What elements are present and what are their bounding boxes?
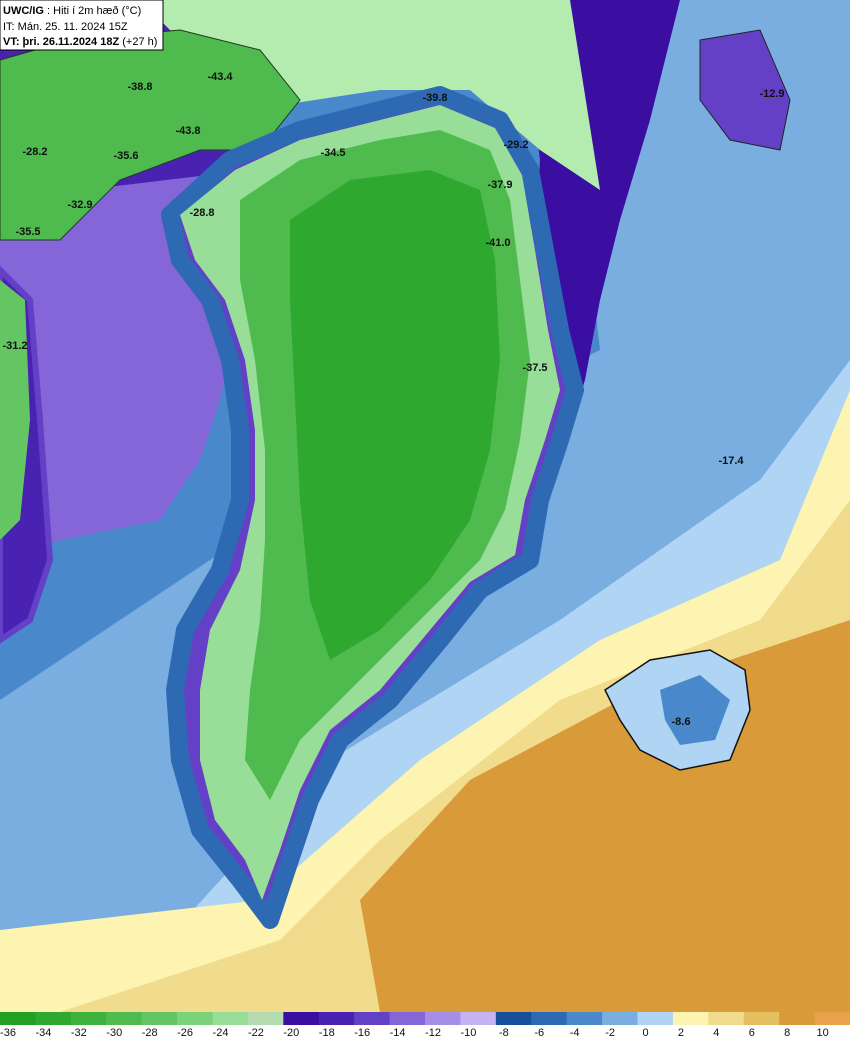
header-box	[0, 0, 164, 51]
colorbar-label: -30	[106, 1027, 122, 1039]
colorbar-label: -28	[142, 1027, 158, 1039]
temperature-label: -34.5	[320, 147, 345, 159]
colorbar-segment	[0, 1012, 36, 1025]
colorbar-label: -34	[35, 1027, 51, 1039]
colorbar-label: -10	[460, 1027, 476, 1039]
model: UWC/IG	[3, 5, 44, 17]
colorbar-label: -8	[499, 1027, 509, 1039]
colorbar-segment	[602, 1012, 638, 1025]
colorbar-label: 6	[749, 1027, 755, 1039]
temperature-label: -12.9	[759, 88, 784, 100]
colorbar-segment	[460, 1012, 497, 1025]
colorbar-segment	[247, 1012, 284, 1025]
temperature-label: -35.5	[15, 226, 40, 238]
colorbar-segment	[389, 1012, 426, 1025]
colorbar-segment	[425, 1012, 461, 1025]
colorbar-segment	[141, 1012, 178, 1025]
colorbar-label: -12	[425, 1027, 441, 1039]
header-line: UWC/IG : Hiti í 2m hæð (°C)	[3, 5, 141, 17]
lead-time: (+27 h)	[122, 36, 157, 48]
greenland	[290, 170, 500, 660]
colorbar-label: -22	[248, 1027, 264, 1039]
colorbar-segment	[35, 1012, 72, 1025]
sea-ice	[140, 0, 600, 190]
colorbar-label: -32	[71, 1027, 87, 1039]
colorbar-label: -36	[0, 1027, 16, 1039]
colorbar-segment	[177, 1012, 213, 1025]
temperature-label: -28.2	[22, 146, 47, 158]
colorbar-segment	[708, 1012, 745, 1025]
header: UWC/IG : Hiti í 2m hæð (°C) IT: Mán. 25.…	[0, 0, 164, 51]
land	[0, 280, 30, 540]
colorbar-label: -2	[605, 1027, 615, 1039]
land	[699, 29, 791, 151]
colorbar-segment	[495, 1012, 532, 1025]
colorbar-segment	[106, 1012, 143, 1025]
temperature-label: -43.4	[207, 71, 233, 83]
colorbar-segment	[743, 1012, 780, 1025]
temperature-label: -37.9	[487, 179, 512, 191]
temperature-label: -43.8	[175, 125, 200, 137]
colorbar-label: -20	[283, 1027, 299, 1039]
colorbar-segment	[283, 1012, 320, 1025]
colorbar-segment	[637, 1012, 674, 1025]
colorbar-segment	[212, 1012, 249, 1025]
colorbar-label: 4	[713, 1027, 719, 1039]
colorbar-segment	[354, 1012, 391, 1025]
temperature-label: -8.6	[672, 716, 691, 728]
colorbar-label: -4	[570, 1027, 580, 1039]
colorbar-label: -24	[213, 1027, 229, 1039]
colorbar-label: -18	[319, 1027, 335, 1039]
valid-time: VT: þri. 26.11.2024 18Z	[3, 36, 119, 48]
colorbar-segment	[531, 1012, 568, 1025]
colorbar-segment	[318, 1012, 355, 1025]
colorbar-segment	[779, 1012, 816, 1025]
temperature-label: -35.6	[113, 150, 138, 162]
iceland	[660, 675, 730, 745]
colorbar-label: 8	[784, 1027, 790, 1039]
colorbar-segment	[70, 1012, 107, 1025]
init-time: IT: Mán. 25. 11. 2024 15Z	[3, 21, 128, 33]
header-line: VT: þri. 26.11.2024 18Z (+27 h)	[3, 36, 157, 48]
colorbar-label: -26	[177, 1027, 193, 1039]
temperature-label: -41.0	[485, 237, 510, 249]
colorbar-label: -16	[354, 1027, 370, 1039]
colorbar-segment	[566, 1012, 603, 1025]
temperature-label: -29.2	[503, 139, 528, 151]
temperature-label: -37.5	[522, 362, 547, 374]
field: : Hiti í 2m hæð (°C)	[47, 5, 141, 17]
colorbar-label: 2	[678, 1027, 684, 1039]
colorbar-segment	[672, 1012, 709, 1025]
temperature-label: -17.4	[718, 455, 744, 467]
temperature-label: -38.8	[127, 81, 152, 93]
colorbar-segment	[814, 1012, 850, 1025]
temperature-label: -32.9	[67, 199, 92, 211]
temperature-label: -39.8	[422, 92, 447, 104]
temperature-label: -31.2	[2, 340, 27, 352]
colorbar-label: -6	[534, 1027, 544, 1039]
temperature-label: -28.8	[189, 207, 214, 219]
colorbar-label: 10	[816, 1027, 828, 1039]
colorbar-label: 0	[642, 1027, 648, 1039]
colorbar-label: -14	[390, 1027, 406, 1039]
